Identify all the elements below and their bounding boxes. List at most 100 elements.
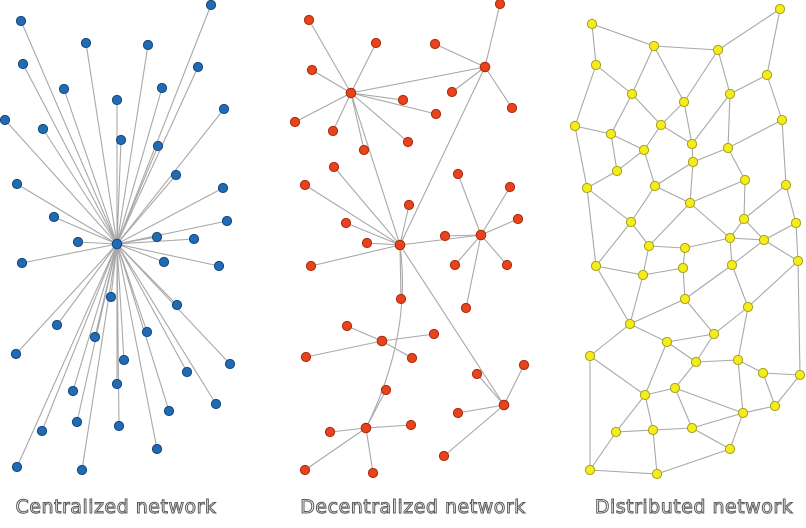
centralized-edge (116, 243, 120, 427)
decentralized-leaf-node (299, 179, 311, 191)
decentralized-edge (304, 184, 401, 246)
distributed-node (590, 59, 602, 71)
centralized-leaf-node (67, 385, 79, 397)
decentralized-edge (451, 66, 486, 93)
distributed-node (712, 44, 724, 56)
distributed-edge (762, 372, 801, 376)
centralized-edge (21, 243, 118, 264)
centralized-edge (116, 243, 125, 361)
decentralized-hub-node (394, 239, 406, 251)
distributed-edge (727, 147, 746, 181)
distributed-edge (781, 119, 787, 186)
distributed-node (625, 216, 637, 228)
distributed-node (648, 40, 660, 52)
centralized-edge (53, 216, 118, 245)
distributed-edge (656, 448, 731, 475)
distributed-node (774, 3, 786, 15)
decentralized-leaf-node (306, 64, 318, 76)
distributed-node (686, 422, 698, 434)
decentralized-leaf-node (380, 384, 392, 396)
distributed-edge (652, 429, 658, 475)
decentralized-leaf-node (367, 467, 379, 479)
distributed-edge (586, 187, 632, 223)
distributed-edge (589, 469, 658, 475)
distributed-edge (660, 101, 685, 126)
centralized-edge (116, 145, 159, 245)
decentralized-leaf-node (300, 351, 312, 363)
decentralized-edge (345, 222, 401, 246)
distributed-edge (795, 222, 799, 262)
decentralized-edge (443, 404, 505, 457)
centralized-edge (116, 44, 149, 245)
distributed-edge (766, 74, 783, 121)
centralized-leaf-node (210, 398, 222, 410)
centralized-leaf-node (105, 291, 117, 303)
distributed-edge (629, 323, 668, 343)
distributed-node (678, 96, 690, 108)
distributed-node (780, 179, 792, 191)
decentralized-hub-node (475, 229, 487, 241)
distributed-edge (653, 45, 685, 103)
distributed-edge (684, 237, 731, 249)
distributed-edge (674, 361, 697, 389)
distributed-edge (586, 187, 597, 267)
distributed-node (739, 174, 751, 186)
centralized-leaf-node (205, 0, 217, 11)
distributed-edge (683, 49, 719, 103)
distributed-edge (654, 185, 691, 204)
centralized-leaf-node (17, 58, 29, 70)
centralized-edge (116, 108, 225, 245)
centralized-leaf-node (36, 425, 48, 437)
distributed-edge (648, 245, 686, 249)
distributed-edge (595, 265, 644, 276)
distributed-edge (691, 427, 731, 450)
distributed-edge (595, 265, 631, 325)
distributed-edge (610, 133, 645, 151)
decentralized-leaf-node (452, 168, 464, 180)
centralized-edge (116, 243, 170, 412)
distributed-node (724, 443, 736, 455)
centralized-edge (116, 66, 199, 245)
decentralized-edge (365, 424, 412, 429)
distributed-node (722, 142, 734, 154)
centralized-edge (85, 42, 118, 245)
centralized-leaf-node (113, 420, 125, 432)
distributed-edge (747, 260, 799, 308)
decentralized-edge (310, 244, 401, 267)
distributed-node (776, 114, 788, 126)
distributed-node (677, 262, 689, 274)
distributed-edge (729, 74, 768, 95)
centralized-edge (116, 243, 158, 450)
decentralized-edge (350, 42, 377, 94)
distributed-node (687, 156, 699, 168)
centralized-leaf-node (89, 331, 101, 343)
decentralized-leaf-node (370, 37, 382, 49)
centralized-edge (56, 243, 118, 326)
decentralized-leaf-node (395, 293, 407, 305)
decentralized-edge (480, 186, 511, 236)
centralized-leaf-node (188, 233, 200, 245)
decentralized-leaf-node (471, 368, 483, 380)
centralized-edge (116, 139, 122, 245)
distributed-edge (737, 306, 749, 361)
decentralized-leaf-node (512, 213, 524, 225)
distributed-network-caption: Distributed network (594, 496, 794, 519)
distributed-edge (743, 179, 746, 220)
centralized-leaf-node (151, 443, 163, 455)
decentralized-edge (454, 234, 482, 266)
centralized-leaf-node (111, 378, 123, 390)
distributed-node (757, 367, 769, 379)
centralized-leaf-node (221, 215, 233, 227)
distributed-node (638, 144, 650, 156)
centralized-edge (16, 243, 118, 468)
decentralized-leaf-node (405, 419, 417, 431)
decentralized-leaf-node (504, 181, 516, 193)
centralized-edge (16, 183, 118, 245)
decentralized-hub-node (498, 399, 510, 411)
centralized-leaf-node (118, 354, 130, 366)
distributed-edge (644, 394, 654, 431)
distributed-edge (631, 45, 655, 95)
centralized-network-caption: Centralized network (15, 496, 217, 519)
decentralized-hub-node (360, 422, 372, 434)
